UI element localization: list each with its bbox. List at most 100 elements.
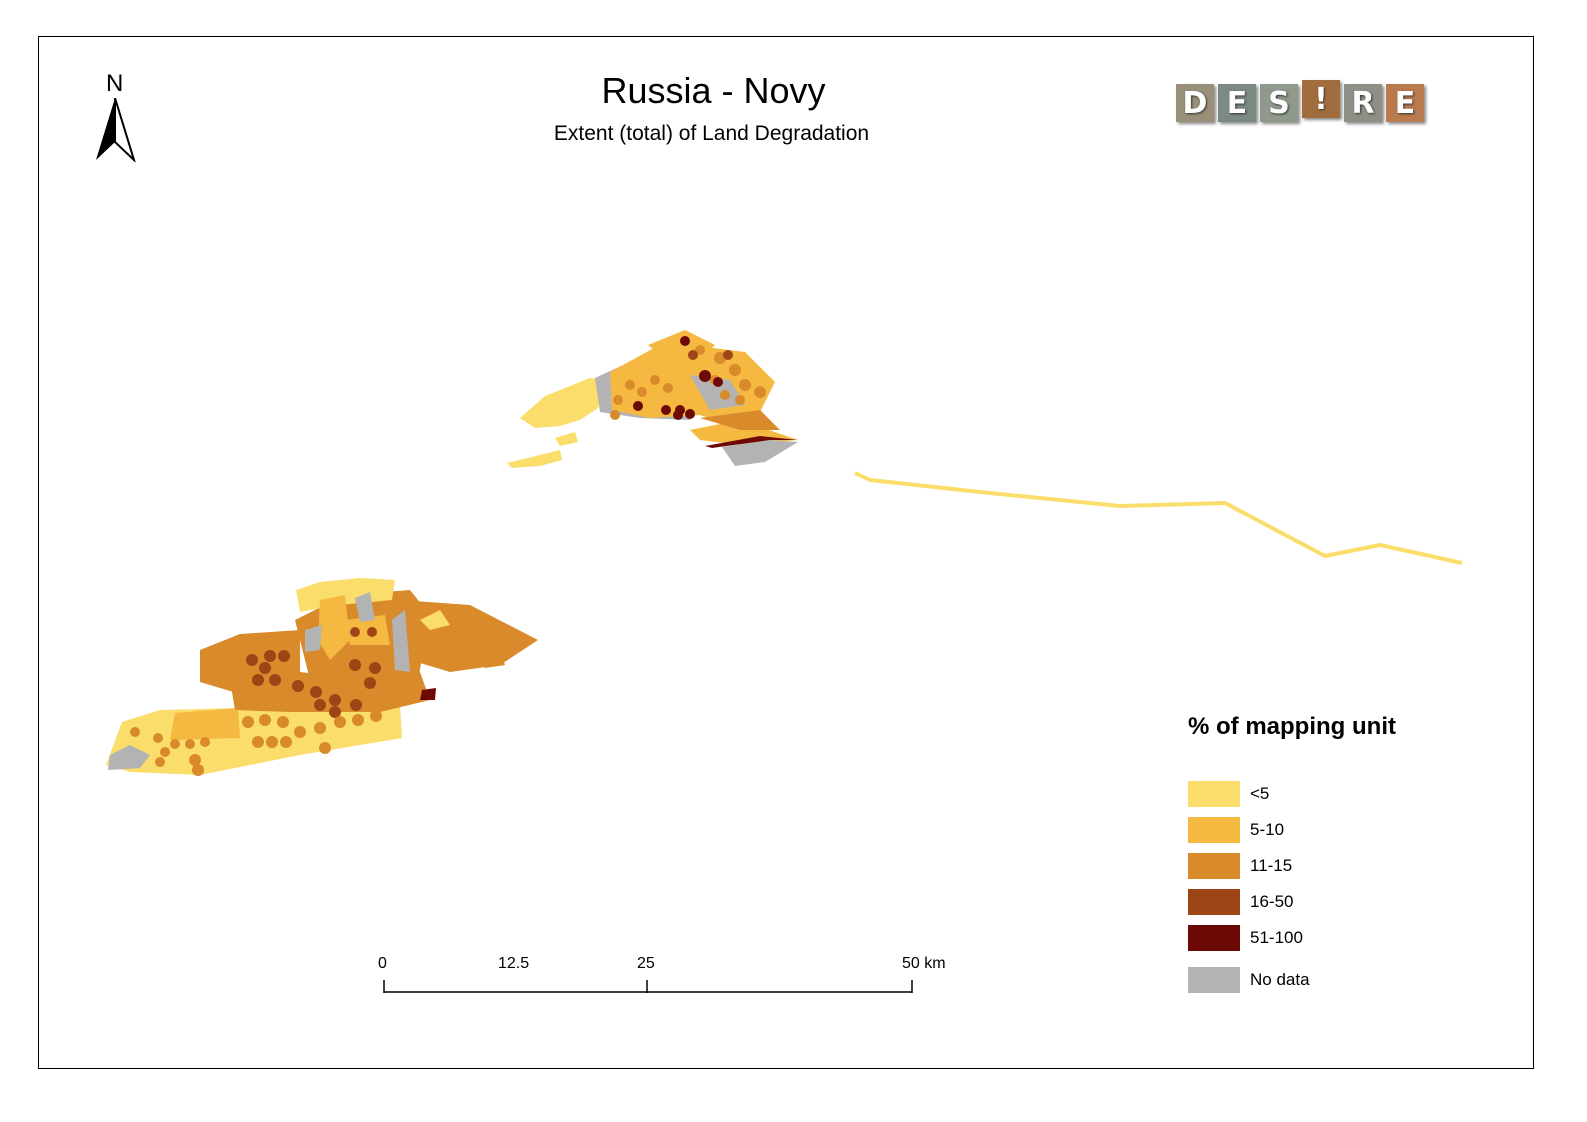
map-dot bbox=[314, 722, 326, 734]
map-dot bbox=[349, 659, 361, 671]
legend-label: No data bbox=[1250, 970, 1310, 989]
map-polygon bbox=[555, 432, 578, 446]
map-dot bbox=[350, 699, 362, 711]
legend-label: <5 bbox=[1250, 784, 1270, 803]
map-dot bbox=[661, 405, 671, 415]
north-region bbox=[507, 330, 798, 468]
map-dot bbox=[246, 654, 258, 666]
map-dot bbox=[192, 764, 204, 776]
map-dot bbox=[680, 336, 690, 346]
map-dot bbox=[713, 377, 723, 387]
map-dot bbox=[153, 733, 163, 743]
map-dot bbox=[280, 736, 292, 748]
map-dot bbox=[610, 410, 620, 420]
scale-label-25: 25 bbox=[637, 955, 655, 972]
map-dot bbox=[277, 716, 289, 728]
map-dot bbox=[200, 737, 210, 747]
map-dot bbox=[252, 736, 264, 748]
map-dot bbox=[625, 380, 635, 390]
logo-tile: ! bbox=[1302, 80, 1340, 118]
map-polygon bbox=[722, 440, 798, 466]
scale-bar bbox=[383, 980, 913, 993]
map-dot bbox=[754, 386, 766, 398]
map-polygon bbox=[420, 610, 450, 630]
map-dot bbox=[350, 627, 360, 637]
scale-label-0: 0 bbox=[378, 955, 387, 972]
map-dot bbox=[155, 757, 165, 767]
map-title: Russia - Novy bbox=[601, 70, 826, 111]
logo-tile: R bbox=[1344, 84, 1382, 122]
legend-label: 11-15 bbox=[1250, 856, 1293, 875]
map-polygon bbox=[705, 436, 798, 448]
map-polygon bbox=[700, 410, 780, 430]
map-dot bbox=[695, 345, 705, 355]
map-polygon bbox=[480, 650, 505, 668]
map-frame bbox=[38, 36, 1534, 1069]
legend-swatch bbox=[1188, 781, 1240, 807]
desire-logo: D E S ! R E bbox=[1176, 80, 1434, 124]
map-dot bbox=[369, 662, 381, 674]
map-polygon bbox=[318, 595, 350, 660]
map-polygon bbox=[420, 688, 436, 700]
logo-tile: S bbox=[1260, 84, 1298, 122]
map-dot bbox=[329, 694, 341, 706]
map-dot bbox=[688, 350, 698, 360]
map-dot bbox=[739, 379, 751, 391]
map-dot bbox=[329, 706, 341, 718]
map-dot bbox=[663, 383, 673, 393]
map-dot bbox=[294, 726, 306, 738]
legend-swatch bbox=[1188, 967, 1240, 993]
scale-label-12-5: 12.5 bbox=[498, 955, 530, 972]
map-dot bbox=[685, 409, 695, 419]
map-dot bbox=[735, 395, 745, 405]
map-dot bbox=[266, 736, 278, 748]
map-dot bbox=[729, 364, 741, 376]
map-dot bbox=[364, 677, 376, 689]
map-dot bbox=[633, 401, 643, 411]
scale-label-50-km: 50 km bbox=[902, 955, 946, 972]
logo-tile: E bbox=[1386, 84, 1424, 122]
map-dot bbox=[130, 727, 140, 737]
map-dot bbox=[292, 680, 304, 692]
legend-swatch bbox=[1188, 817, 1240, 843]
map-dot bbox=[170, 739, 180, 749]
map-dot bbox=[367, 627, 377, 637]
north-arrow-icon bbox=[96, 98, 136, 162]
map-dot bbox=[269, 674, 281, 686]
map-dot bbox=[264, 650, 276, 662]
map-dot bbox=[160, 747, 170, 757]
south-dots bbox=[130, 627, 382, 776]
map-dot bbox=[352, 714, 364, 726]
map-polygon bbox=[108, 745, 150, 770]
map-dot bbox=[242, 716, 254, 728]
legend-title: % of mapping unit bbox=[1188, 713, 1396, 740]
map-polygon bbox=[305, 625, 322, 652]
map-dot bbox=[252, 674, 264, 686]
map-dot bbox=[650, 375, 660, 385]
map-polygon bbox=[400, 600, 538, 672]
map-polygon bbox=[520, 378, 605, 428]
road-line bbox=[854, 471, 1463, 565]
map-dot bbox=[259, 714, 271, 726]
map-dot bbox=[370, 710, 382, 722]
map-dot bbox=[189, 754, 201, 766]
map-dot bbox=[314, 699, 326, 711]
map-dot bbox=[334, 716, 346, 728]
map-dot bbox=[310, 686, 322, 698]
map-polygon bbox=[690, 375, 745, 410]
legend-label: 16-50 bbox=[1250, 892, 1294, 911]
map-subtitle: Extent (total) of Land Degradation bbox=[553, 122, 870, 145]
north-dots bbox=[610, 336, 766, 420]
map-polygon bbox=[170, 708, 240, 740]
map-polygon bbox=[355, 592, 375, 622]
map-dot bbox=[185, 739, 195, 749]
legend-label: 51-100 bbox=[1250, 928, 1303, 947]
map-dot bbox=[637, 387, 647, 397]
map-polygon bbox=[392, 610, 410, 672]
legend-swatch bbox=[1188, 925, 1240, 951]
map-dot bbox=[319, 742, 331, 754]
map-dot bbox=[259, 662, 271, 674]
map-dot bbox=[723, 350, 733, 360]
map-dot bbox=[699, 370, 711, 382]
